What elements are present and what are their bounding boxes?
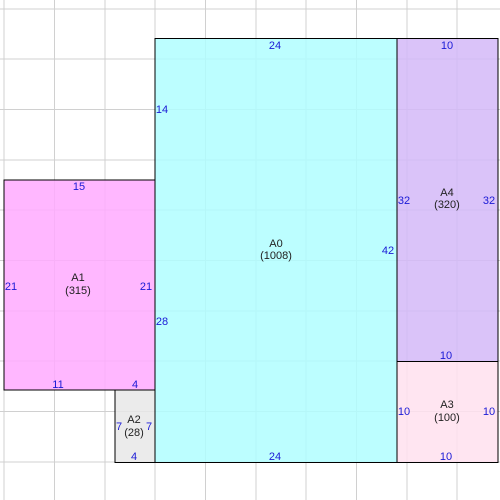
room-a4-dim-left: 32 <box>398 195 410 207</box>
room-a2-dim-left: 7 <box>116 421 122 433</box>
room-a2-area: (28) <box>124 427 144 439</box>
room-a3-dim-bottom: 10 <box>440 451 452 463</box>
room-a1-dim-bottom-left: 11 <box>52 379 63 391</box>
room-a3-area: (100) <box>434 412 460 424</box>
room-a1-dim-bottom-right: 4 <box>132 379 138 391</box>
room-a1-shape <box>3 179 156 391</box>
room-a2-dim-bottom: 4 <box>131 451 137 463</box>
room-a4-dim-top: 10 <box>441 40 453 52</box>
room-a3-name: A3 <box>440 399 453 411</box>
room-a4-dim-right: 32 <box>483 195 495 207</box>
room-a4-area: (320) <box>434 199 460 211</box>
room-a0-dim-top: 24 <box>269 40 281 52</box>
room-a1-name: A1 <box>71 272 84 284</box>
room-a4-dim-bottom: 10 <box>440 350 452 362</box>
room-a0-name: A0 <box>269 238 282 250</box>
room-a0-dim-right: 42 <box>382 245 394 257</box>
room-a0-shape <box>154 38 398 463</box>
room-a4-shape <box>396 38 499 362</box>
room-a2-name: A2 <box>127 414 140 426</box>
room-a4-name: A4 <box>440 187 453 199</box>
room-a0-dim-left-upper: 14 <box>156 104 168 116</box>
room-a3-shape <box>396 361 499 463</box>
room-a0-area: (1008) <box>260 250 292 262</box>
room-a3-dim-left: 10 <box>398 406 410 418</box>
room-a0-dim-bottom: 24 <box>269 451 281 463</box>
room-a3-dim-right: 10 <box>483 406 495 418</box>
room-a1-dim-left: 21 <box>5 281 17 293</box>
room-a1-area: (315) <box>65 285 91 297</box>
room-a2-shape <box>114 389 156 463</box>
room-a0-dim-left-lower: 28 <box>156 316 168 328</box>
room-a1-dim-top: 15 <box>73 181 85 193</box>
room-a1-dim-right: 21 <box>140 281 152 293</box>
room-a2-dim-right: 7 <box>146 421 152 433</box>
